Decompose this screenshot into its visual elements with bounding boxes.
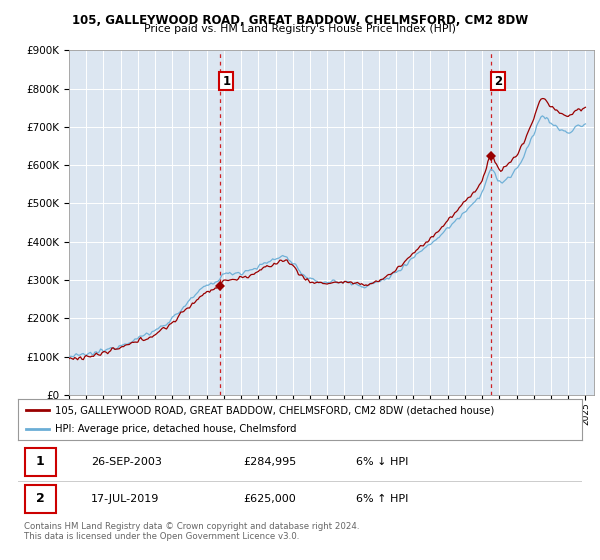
Text: £625,000: £625,000 (244, 494, 296, 504)
Text: Contains HM Land Registry data © Crown copyright and database right 2024.
This d: Contains HM Land Registry data © Crown c… (24, 522, 359, 542)
Text: £284,995: £284,995 (244, 457, 297, 467)
Text: 17-JUL-2019: 17-JUL-2019 (91, 494, 160, 504)
Text: Price paid vs. HM Land Registry's House Price Index (HPI): Price paid vs. HM Land Registry's House … (144, 24, 456, 34)
Text: 2: 2 (36, 492, 44, 505)
Text: 105, GALLEYWOOD ROAD, GREAT BADDOW, CHELMSFORD, CM2 8DW (detached house): 105, GALLEYWOOD ROAD, GREAT BADDOW, CHEL… (55, 405, 494, 415)
Text: 6% ↑ HPI: 6% ↑ HPI (356, 494, 409, 504)
Text: HPI: Average price, detached house, Chelmsford: HPI: Average price, detached house, Chel… (55, 424, 296, 433)
Bar (25, 485, 56, 513)
Text: 105, GALLEYWOOD ROAD, GREAT BADDOW, CHELMSFORD, CM2 8DW: 105, GALLEYWOOD ROAD, GREAT BADDOW, CHEL… (72, 14, 528, 27)
Text: 1: 1 (222, 74, 230, 87)
Text: 2: 2 (494, 74, 502, 87)
Text: 6% ↓ HPI: 6% ↓ HPI (356, 457, 409, 467)
Text: 1: 1 (36, 455, 44, 468)
Text: 26-SEP-2003: 26-SEP-2003 (91, 457, 162, 467)
Bar (25, 448, 56, 476)
